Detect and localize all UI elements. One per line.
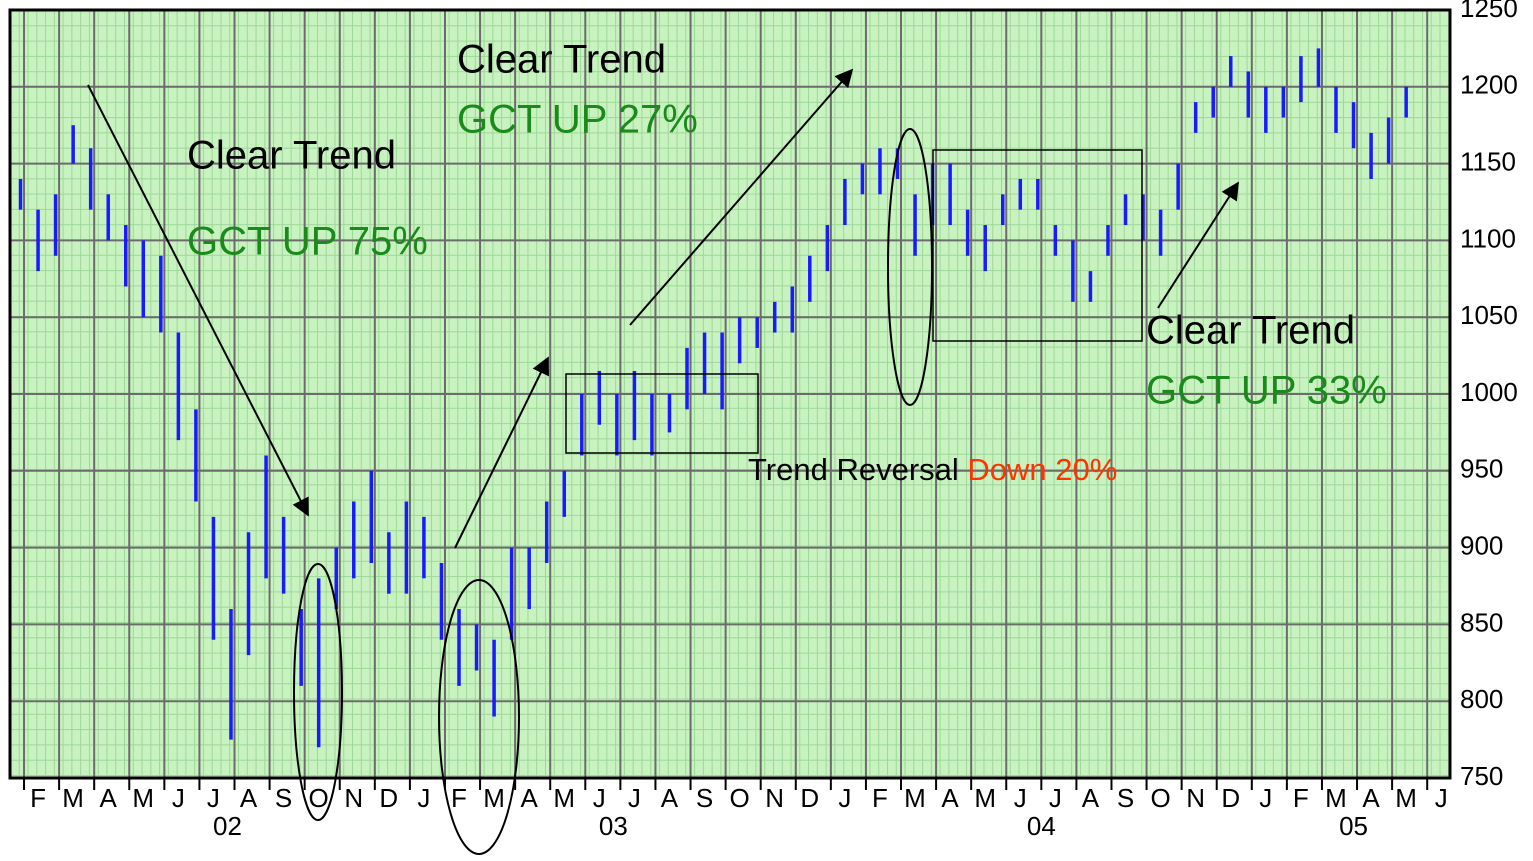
x-tick-label: O	[309, 783, 329, 813]
reversal-text: Trend Reversal	[748, 452, 967, 487]
year-label: 05	[1339, 811, 1368, 841]
x-tick-label: A	[100, 783, 118, 813]
ellipse	[887, 128, 933, 406]
x-tick-label: J	[1014, 783, 1027, 813]
box	[932, 149, 1143, 342]
year-label: 03	[599, 811, 628, 841]
x-tick-label: J	[1435, 783, 1448, 813]
y-tick-label: 1200	[1460, 70, 1518, 100]
x-tick-label: S	[1117, 783, 1134, 813]
x-tick-label: S	[275, 783, 292, 813]
x-tick-label: A	[240, 783, 258, 813]
x-tick-label: J	[593, 783, 606, 813]
x-tick-label: J	[207, 783, 220, 813]
x-tick-label: M	[904, 783, 926, 813]
y-tick-label: 1250	[1460, 0, 1518, 23]
annotation: GCT UP 27%	[457, 98, 698, 142]
year-label: 04	[1027, 811, 1056, 841]
x-tick-label: M	[483, 783, 505, 813]
x-tick-label: A	[520, 783, 538, 813]
x-tick-label: J	[838, 783, 851, 813]
x-tick-label: M	[974, 783, 996, 813]
x-tick-label: M	[1325, 783, 1347, 813]
x-tick-label: J	[172, 783, 185, 813]
x-tick-label: N	[1186, 783, 1205, 813]
annotation: Clear Trend	[1146, 309, 1355, 353]
annotation: GCT UP 33%	[1146, 369, 1387, 413]
x-tick-label: O	[1150, 783, 1170, 813]
x-tick-label: J	[628, 783, 641, 813]
y-tick-label: 800	[1460, 684, 1503, 714]
bars	[18, 48, 1408, 748]
y-tick-label: 950	[1460, 454, 1503, 484]
x-tick-label: M	[62, 783, 84, 813]
x-tick-label: D	[800, 783, 819, 813]
year-label: 02	[213, 811, 242, 841]
plot-frame	[8, 8, 1452, 780]
x-tick-label: N	[344, 783, 363, 813]
x-tick-label: J	[1049, 783, 1062, 813]
x-tick-label: D	[379, 783, 398, 813]
arrow	[454, 356, 549, 549]
annotation: Clear Trend	[187, 134, 396, 178]
arrow	[1157, 181, 1239, 309]
x-tick-label: F	[872, 783, 888, 813]
x-tick-label: O	[729, 783, 749, 813]
y-tick-label: 1150	[1460, 146, 1516, 176]
y-tick-label: 850	[1460, 607, 1503, 637]
x-tick-label: A	[1362, 783, 1380, 813]
annotation: GCT UP 75%	[187, 220, 428, 264]
x-tick-label: A	[941, 783, 959, 813]
x-tick-label: N	[765, 783, 784, 813]
arrow	[87, 84, 309, 517]
y-tick-label: 900	[1460, 530, 1503, 560]
x-tick-label: F	[451, 783, 467, 813]
reversal-label: Trend Reversal Down 20%	[748, 452, 1117, 487]
x-tick-label: M	[132, 783, 154, 813]
arrow	[629, 68, 854, 326]
x-tick-label: A	[1082, 783, 1100, 813]
y-tick-label: 750	[1460, 761, 1503, 791]
x-tick-label: S	[696, 783, 713, 813]
ellipse	[438, 579, 520, 855]
box	[565, 373, 759, 454]
x-tick-label: M	[553, 783, 575, 813]
ellipse	[293, 563, 343, 821]
x-tick-label: F	[30, 783, 46, 813]
x-tick-label: M	[1395, 783, 1417, 813]
y-tick-label: 1050	[1460, 300, 1518, 330]
y-tick-label: 1100	[1460, 223, 1516, 253]
x-tick-label: D	[1221, 783, 1240, 813]
x-tick-label: J	[417, 783, 430, 813]
x-tick-label: J	[1259, 783, 1272, 813]
annotation: Clear Trend	[457, 38, 666, 82]
x-tick-label: F	[1293, 783, 1309, 813]
x-tick-label: A	[661, 783, 679, 813]
overlays	[87, 68, 1239, 855]
reversal-highlight: Down 20%	[967, 452, 1117, 487]
y-tick-label: 1000	[1460, 377, 1518, 407]
